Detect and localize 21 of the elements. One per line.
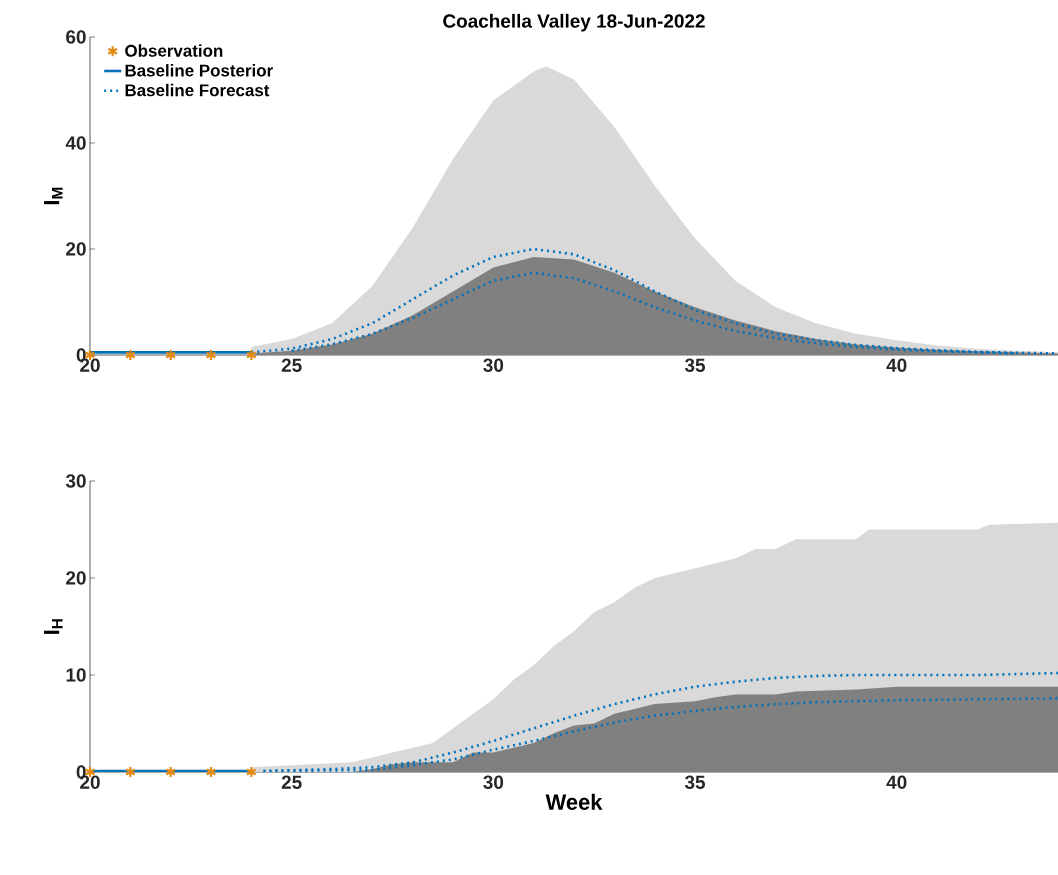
x-axis-title: Week bbox=[545, 793, 603, 810]
x-tick-label: 30 bbox=[483, 775, 504, 789]
y-tick-label: 20 bbox=[66, 571, 86, 585]
y-tick-label: 10 bbox=[66, 668, 86, 682]
x-tick-label: 35 bbox=[684, 775, 705, 789]
x-tick-label: 25 bbox=[281, 775, 302, 789]
y-tick-label: 40 bbox=[65, 136, 86, 150]
y-tick-label: 30 bbox=[65, 474, 86, 488]
x-tick-label: 35 bbox=[684, 358, 705, 372]
x-tick-label: 25 bbox=[281, 358, 302, 372]
y-tick-label: 20 bbox=[66, 242, 86, 256]
legend-label: Observation bbox=[125, 44, 223, 57]
x-tick-label: 40 bbox=[886, 358, 907, 372]
y-axis-title: I$_{H}$ bbox=[44, 619, 63, 634]
y-axis-title: I$_{M}$ bbox=[44, 187, 63, 205]
x-tick-label: 30 bbox=[483, 358, 504, 372]
y-tick-label: 60 bbox=[66, 30, 86, 44]
legend-label: Baseline Forecast bbox=[125, 83, 270, 97]
chart-title: Coachella Valley 18-Jun-2022 bbox=[443, 13, 705, 32]
x-tick-label: 40 bbox=[886, 775, 907, 789]
legend-label: Baseline Posterior bbox=[125, 64, 273, 77]
